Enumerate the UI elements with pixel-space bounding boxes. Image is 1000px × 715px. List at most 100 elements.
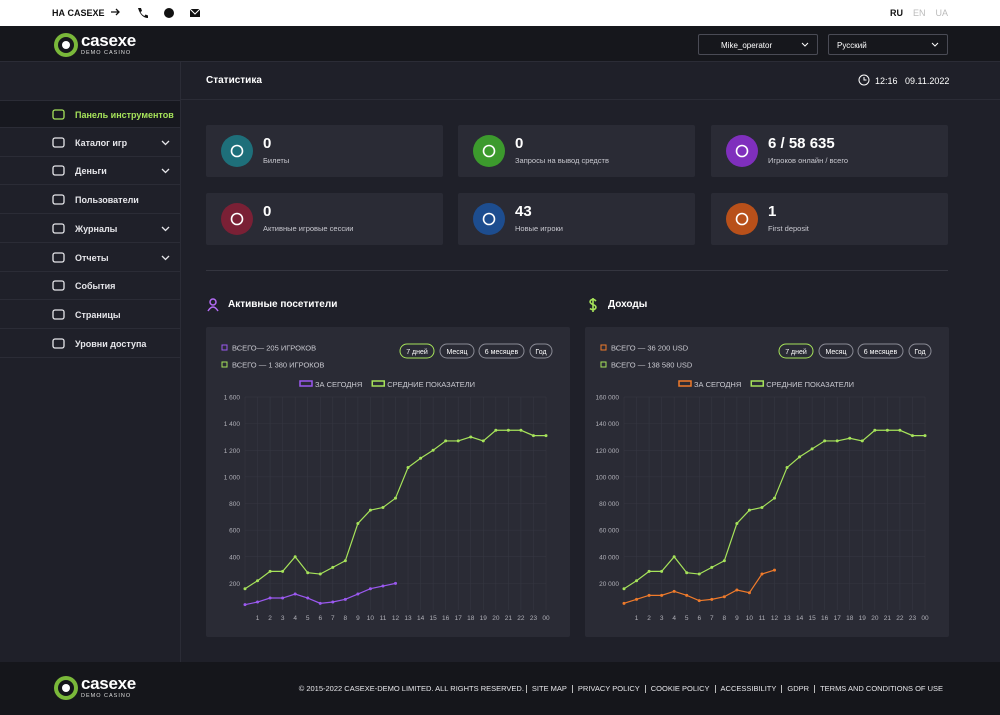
nav-icon [52,251,65,263]
period-label[interactable]: 6 месяцев [864,349,898,356]
icon-shape [52,194,65,205]
data-point [356,592,360,596]
x-tick-label: 4 [672,615,676,622]
chevron-shape [161,255,170,260]
logo-text[interactable]: casexe [81,31,136,50]
data-point [722,595,726,599]
footer-link[interactable]: GDPR [781,685,814,693]
user-select[interactable]: Mike_operator [698,34,818,55]
period-label[interactable]: Год [535,349,546,356]
data-point [306,571,310,575]
data-point [760,572,764,576]
link-text[interactable]: НА CASEXE [52,8,105,18]
casexe-link[interactable]: НА CASEXE [52,8,121,18]
period-label[interactable]: 7 дней [406,348,428,356]
footer-link[interactable]: ACCESSIBILITY [714,685,782,693]
data-point [281,569,285,573]
chevron [931,42,939,47]
x-tick-label: 3 [660,615,664,622]
period-button[interactable] [478,343,525,359]
footer-link[interactable]: PRIVACY POLICY [571,685,645,693]
data-point [531,434,535,438]
data-point [710,565,714,569]
x-tick-label: 13 [783,615,791,622]
nav-item[interactable]: Отчеты [0,244,180,272]
data-point [544,434,548,438]
x-tick-label: 18 [467,615,475,622]
data-point [506,428,510,432]
mail-icon[interactable] [190,9,200,17]
data-point [356,521,360,525]
period-label[interactable]: Месяц [825,349,846,356]
summary-text: ВСЕГО — 1 380 ИГРОКОВ [232,361,324,370]
period-label[interactable]: 7 дней [785,348,807,356]
lang-ru[interactable]: RU [889,8,903,18]
data-point [469,435,473,439]
summary-text: ВСЕГО— 205 ИГРОКОВ [232,344,316,353]
chevron [161,140,170,146]
data-point [773,496,776,500]
legend-label: ЗА СЕГОДНЯ [694,380,741,389]
period-button[interactable] [778,343,814,359]
skype-icon[interactable] [164,8,174,18]
x-tick-label: 6 [697,615,701,622]
footer-link[interactable]: SITE MAP [525,685,572,693]
page-title: Статистика [206,75,262,86]
icon-glyph [735,212,749,226]
period-button[interactable] [818,343,854,359]
header: casexe DEMO CASINO Mike_operator Русский [0,26,1000,62]
x-tick-label: 14 [417,615,425,622]
period-button[interactable] [857,343,904,359]
y-tick-label: 40 000 [599,554,619,561]
stat-icon [726,135,758,167]
user-name[interactable]: Mike_operator [721,41,773,50]
period-label[interactable]: Год [914,349,925,356]
legend-swatch [678,380,692,387]
y-tick-label: 100 000 [596,474,620,481]
icon-glyph [230,144,244,158]
language-name[interactable]: Русский [837,41,867,50]
footer: casexe DEMO CASINO © 2015-2022 CASEXE-DE… [0,662,1000,715]
period-label[interactable]: 6 месяцев [485,349,519,356]
nav-item[interactable]: Каталог игр [0,129,180,157]
lang-en[interactable]: EN [912,8,926,18]
nav-icon [52,109,65,120]
data-point [785,466,789,470]
stat-card: 0 Запросы на вывод средств [458,125,695,177]
x-tick-label: 15 [430,615,438,622]
nav-item[interactable]: Деньги [0,157,180,186]
nav-item[interactable]: События [0,272,180,301]
stat-icon [221,135,253,167]
data-point [394,496,397,500]
period-button[interactable] [529,343,553,359]
stat-label: Активные игровые сессии [263,224,354,233]
stat-card: 43 Новые игроки [458,193,695,245]
x-tick-label: 1 [635,615,639,622]
footer-link[interactable]: COOKIE POLICY [644,685,715,693]
language-select[interactable]: Русский [828,34,948,55]
legend-label: СРЕДНИЕ ПОКАЗАТЕЛИ [766,380,854,389]
x-tick-label: 12 [771,615,779,622]
data-point [256,579,260,583]
nav-item[interactable]: Панель инструментов [0,100,180,128]
period-button[interactable] [399,343,435,359]
data-point [381,505,385,509]
nav-item[interactable]: Уровни доступа [0,330,180,358]
data-point [293,555,297,559]
period-label[interactable]: Месяц [446,349,467,356]
phone-icon[interactable] [138,8,148,18]
nav-item[interactable]: Пользователи [0,186,180,215]
language-switch: RU EN UA [890,8,948,18]
x-tick-label: 2 [647,615,651,622]
data-point [635,597,639,601]
nav-item[interactable]: Страницы [0,301,180,329]
lang-ua[interactable]: UA [935,8,948,18]
y-tick-label: 1 000 [224,474,241,481]
legend-swatch [371,380,386,387]
period-button[interactable] [908,343,932,359]
x-tick-label: 4 [293,615,297,622]
period-button[interactable] [439,343,475,359]
footer-link[interactable]: TERMS AND CONDITIONS OF USE [814,685,948,693]
nav-item[interactable]: Журналы [0,215,180,243]
stat-value: 0 [263,135,272,152]
